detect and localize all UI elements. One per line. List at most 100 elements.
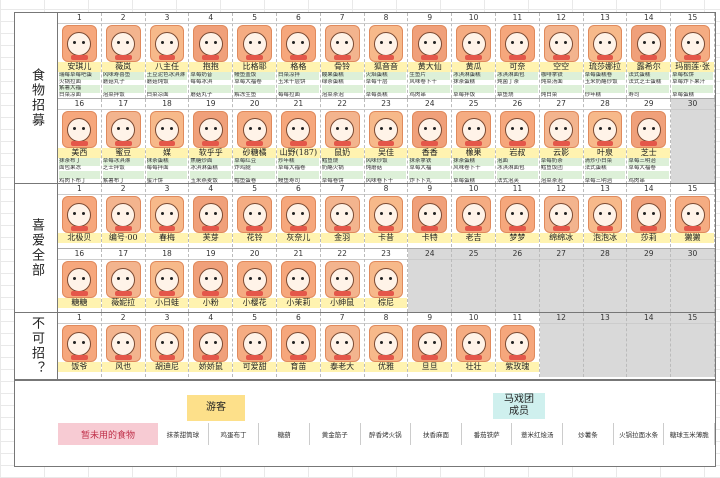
favorite-food-line: 冰淇淋蛋糕 [453,72,494,80]
character-card: 6 灰奈儿 [276,184,321,247]
character-name: 芝士 [627,148,671,158]
character-card: 24 香香 抹茶拿铁 草莓大福 炸卜卜丸 [408,99,453,184]
character-portrait-icon [631,25,667,62]
unrecruitable-row-1: 1 饭爷 2 风也 3 胡迪尼 4 娇娇鼠 5 可爱甜 6 育苗 7 泰老大 8 优雅 9 旦旦 10 壮壮 11 紫玫瑰… [58,313,715,377]
favorite-food-line: 风味卷卜干 [453,164,481,171]
character-card: 25 橡果 抹茶蛋糕 风味卷卜干 草莓蛋糕 [452,99,496,184]
character-portrait-icon [193,111,229,148]
favorite-food-line: 泡面 [496,158,538,166]
character-name: 芙芽 [189,233,233,243]
character-portrait-icon [193,25,229,62]
portrait-ribbon [640,55,658,60]
portrait-ribbon [158,141,176,146]
character-card: 28 [583,249,628,312]
food-recruit-grid: 1 安琪儿 瑞莓草莓吧蛋 火锅拉面 紫薯大福 白菜凉面 2 薇岚 风味寿喜鱼 蘑菇丸子 泡菜拌饭 3 八… [58,13,715,184]
character-face-icon [461,31,486,56]
portrait-ribbon [508,55,526,60]
character-face-icon [286,331,311,356]
card-number: 24 [408,249,452,260]
character-portrait-icon [280,196,316,233]
character-name: 金羽 [320,233,364,243]
character-portrait-icon [631,196,667,233]
favorite-food-line: 冰淇淋蛋糕 [190,164,218,171]
character-portrait-icon [675,196,710,233]
card-number: 23 [364,249,408,260]
portrait-ribbon [289,355,307,360]
character-name: 可爱甜 [233,362,276,372]
favorite-food-line: 白菜凉拌 [277,72,319,80]
favorite-food-line: 火焰蛋糕 [365,72,407,80]
card-number: 15 [671,184,714,195]
favorite-food-line: 法式泡芙 [496,177,519,184]
character-name: 蜜豆 [101,148,145,158]
character-name: 琉莎娜拉 [583,62,627,72]
card-number: 8 [364,13,408,24]
card-number: 27 [539,99,583,110]
card-number: 22 [320,249,364,260]
character-portrait-icon [149,196,185,233]
character-card: 1 安琪儿 瑞莓草莓吧蛋 火锅拉面 紫薯大福 白菜凉面 [58,13,102,98]
favorite-food-line [234,171,275,179]
card-number: 18 [145,99,189,110]
portrait-ribbon [158,291,176,296]
character-portrait-icon [62,111,97,148]
character-portrait-icon [62,261,97,298]
card-number: 6 [276,13,320,24]
character-card: 1 饭爷 [58,313,102,377]
favorite-food-line [365,171,407,179]
character-card: 2 薇岚 风味寿喜鱼 蘑菇丸子 泡菜拌饭 [101,13,146,98]
character-face-icon [330,117,355,142]
favorite-food-line: 法式蛋糕 [628,72,670,80]
favorite-food-line [496,85,538,93]
favorite-food-line: 玉米奶酪炒饭 [584,78,618,85]
character-portrait-icon [149,325,185,362]
portrait-ribbon [596,141,614,146]
character-card: 23 棕尼 [364,249,409,312]
character-portrait-icon [280,261,316,298]
favorite-food-line: 草莓大福 [409,164,432,171]
character-portrait-icon [62,25,97,62]
character-portrait-icon [412,196,448,233]
character-face-icon [67,331,92,356]
character-portrait-icon [412,325,448,362]
character-card: 17 薇妮拉 [101,249,146,312]
favorite-food-line [584,85,626,93]
character-portrait-icon [237,261,272,298]
character-name: 旦旦 [408,362,452,372]
character-face-icon [154,117,179,142]
character-name: 小樱花 [233,298,276,308]
card-number: 1 [58,184,101,195]
unused-food-header: 暂未用的食物 [58,423,158,445]
portrait-ribbon [508,355,526,360]
character-name: 育苗 [276,362,320,372]
character-portrait-icon [368,325,404,362]
character-card: 6 格格 白菜凉拌 玉米千层饼 莓莓拉面 [276,13,321,98]
favorite-food-line [59,171,100,179]
portrait-ribbon [246,141,263,146]
character-name: 泰老大 [320,362,364,372]
character-face-icon [373,267,398,292]
favorite-food-line: 草莓拌饭 [453,91,476,98]
unused-food-item: 抹茶甜筒球 [158,423,209,445]
character-name: 饭爷 [58,362,101,372]
card-number: 7 [320,313,364,324]
character-face-icon [67,202,92,227]
unused-food-item: 火锅拉面水条 [614,423,665,445]
character-face-icon [417,31,442,56]
portrait-ribbon [158,226,176,231]
favorite-food-line: 鳕鱼饭团 [540,164,563,171]
portrait-ribbon [377,226,395,231]
character-portrait-icon [280,325,316,362]
traveler-badge: 游客 [187,395,245,421]
section-liked-all: 喜爱全部 1 北极贝 2 编号·00 3 春梅 4 芙芽 5 花铃 6 灰奈儿 7 金羽 8 卡昔 9 卡特 10 老… [14,183,716,313]
favorite-food-line: 抹茶拿铁 [409,158,451,166]
portrait-ribbon [71,291,88,296]
favorite-food-line: 风味炒饭 [365,158,407,166]
character-face-icon [461,331,486,356]
character-portrait-icon [587,196,623,233]
character-face-icon [242,117,267,142]
portrait-ribbon [640,226,658,231]
character-card: 5 花铃 [233,184,277,247]
favorite-food-line: 莓莓冰淇 [190,78,213,85]
character-card: 4 芙芽 [189,184,234,247]
